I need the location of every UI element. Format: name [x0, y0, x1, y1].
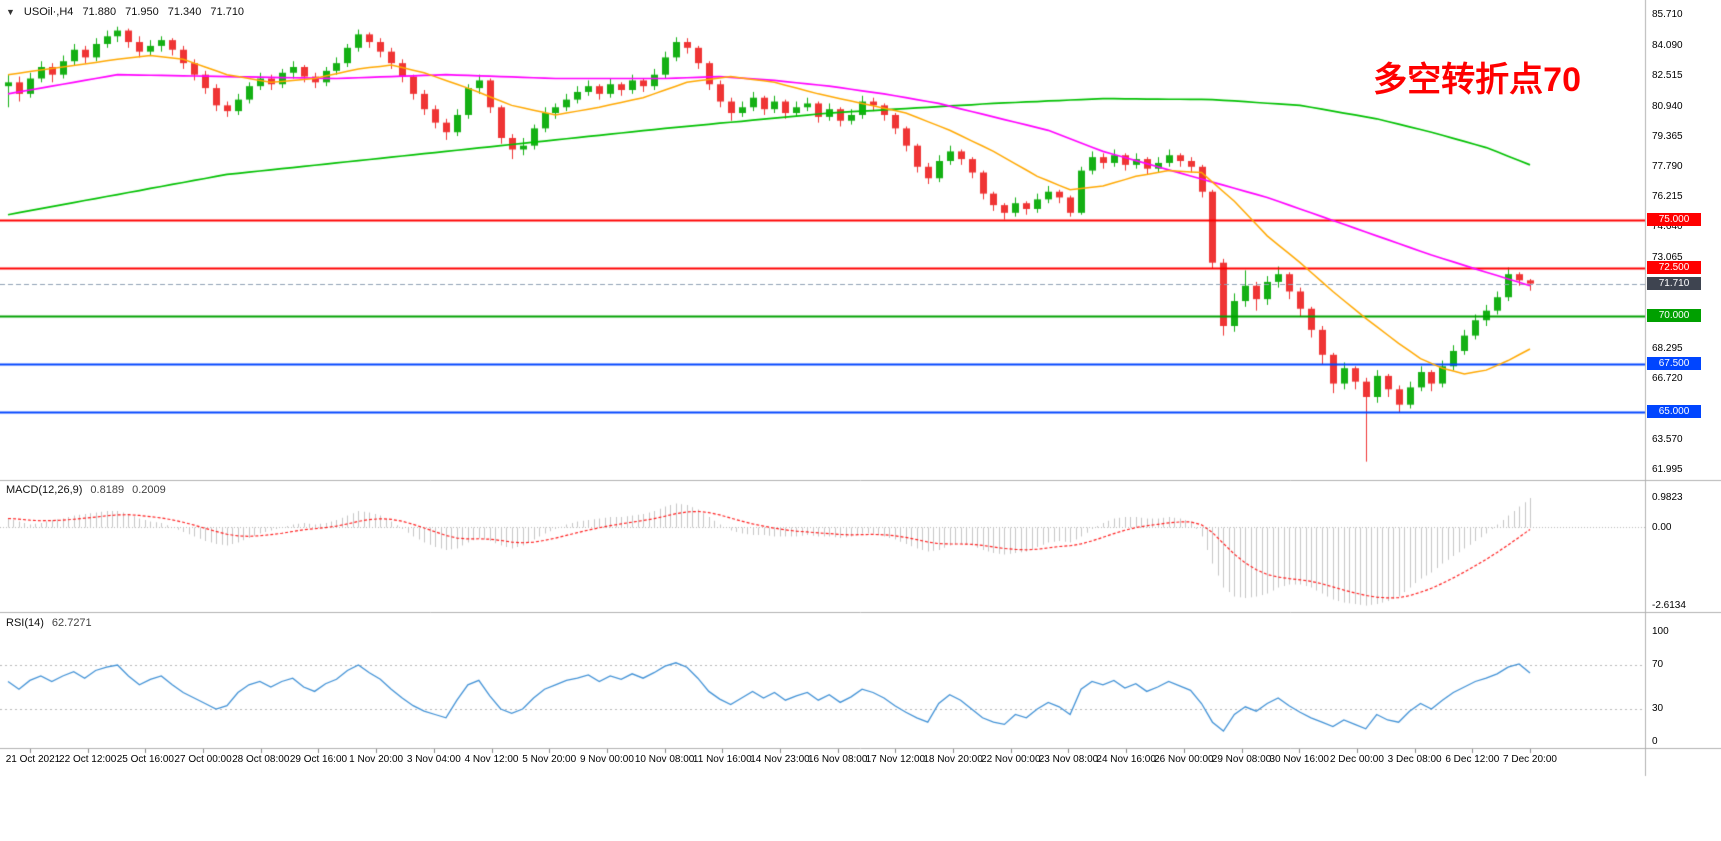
price-scale-label: 79.365 — [1652, 131, 1683, 142]
time-axis-label: 17 Nov 12:00 — [865, 754, 926, 765]
current-price-badge: 71.710 — [1647, 277, 1701, 290]
time-axis-label: 16 Nov 08:00 — [807, 754, 868, 765]
macd-value-signal: 0.2009 — [132, 484, 166, 496]
price-scale-label: 80.940 — [1652, 101, 1683, 112]
price-level-badge: 70.000 — [1647, 309, 1701, 322]
time-axis-label: 29 Nov 08:00 — [1211, 754, 1272, 765]
time-axis-label: 24 Nov 16:00 — [1096, 754, 1156, 765]
price-scale-label: 66.720 — [1652, 373, 1683, 384]
time-axis-label: 3 Dec 08:00 — [1387, 754, 1442, 765]
price-scale-label: 68.295 — [1652, 343, 1683, 354]
time-axis-label: 30 Nov 16:00 — [1269, 754, 1329, 765]
ohlc-close: 71.710 — [210, 6, 245, 18]
symbol-dropdown-icon[interactable]: ▼ — [6, 7, 15, 17]
price-level-badge: 67.500 — [1647, 357, 1701, 370]
rsi-indicator-label: RSI(14) 62.7271 — [6, 617, 92, 629]
price-scale-label: 74.640 — [1652, 221, 1683, 232]
symbol-timeframe-label: USOil·,H4 — [23, 6, 74, 18]
price-level-badge: 75.000 — [1647, 213, 1701, 226]
time-axis-label: 7 Dec 20:00 — [1503, 754, 1557, 765]
time-axis-label: 4 Nov 12:00 — [464, 754, 519, 765]
ohlc-low: 71.340 — [167, 6, 202, 18]
price-scale-label: 73.065 — [1652, 252, 1683, 263]
time-axis-label: 28 Oct 08:00 — [232, 754, 290, 765]
price-scale-label: 84.090 — [1652, 40, 1683, 51]
rsi-scale-label: 70 — [1652, 659, 1664, 670]
time-axis-label: 2 Dec 00:00 — [1329, 754, 1384, 765]
rsi-scale-label: 100 — [1652, 626, 1669, 637]
time-axis-label: 18 Nov 20:00 — [923, 754, 983, 765]
time-axis-label: 29 Oct 16:00 — [289, 754, 348, 765]
time-axis-label: 11 Nov 16:00 — [692, 754, 752, 765]
macd-scale-label: 0.9823 — [1652, 492, 1683, 503]
time-axis[interactable]: 21 Oct 2021 22 Oct 12:00 25 Oct 16:00 27 Oc… — [0, 749, 1645, 775]
chart-header: ▼ USOil·,H4 71.880 71.950 71.340 71.710 — [6, 6, 244, 18]
ohlc-high: 71.950 — [125, 6, 159, 18]
rsi-scale-label: 30 — [1652, 703, 1664, 714]
time-axis-label: 22 Oct 12:00 — [59, 754, 117, 765]
rsi-scale-label: 0 — [1652, 736, 1658, 747]
price-scale-label: 61.995 — [1652, 464, 1683, 475]
time-axis-label: 14 Nov 23:00 — [750, 754, 810, 765]
time-axis-label: 6 Dec 12:00 — [1445, 754, 1500, 765]
time-axis-label: 1 Nov 20:00 — [349, 754, 404, 765]
time-axis-label: 3 Nov 04:00 — [406, 754, 461, 765]
price-scale-label: 85.710 — [1652, 9, 1683, 20]
price-scale-label: 76.215 — [1652, 191, 1683, 202]
price-level-badge: 72.500 — [1647, 261, 1701, 274]
macd-scale-label: -2.6134 — [1652, 600, 1686, 611]
time-axis-label: 9 Nov 00:00 — [579, 754, 634, 765]
macd-scale-label: 0.00 — [1652, 522, 1672, 533]
time-axis-label: 25 Oct 16:00 — [116, 754, 174, 765]
price-scale-label: 77.790 — [1652, 161, 1683, 172]
macd-indicator-label: MACD(12,26,9) 0.8189 0.2009 — [6, 484, 166, 496]
price-scale-label: 82.515 — [1652, 70, 1683, 81]
time-axis-label: 27 Oct 00:00 — [174, 754, 232, 765]
price-level-badge: 65.000 — [1647, 405, 1701, 418]
chart-annotation-text: 多空转折点70 — [1373, 61, 1581, 99]
rsi-label-text: RSI(14) — [6, 617, 44, 629]
macd-label-text: MACD(12,26,9) — [6, 484, 83, 496]
time-axis-label: 22 Nov 00:00 — [981, 754, 1041, 765]
rsi-value: 62.7271 — [51, 617, 92, 629]
price-scale-label: 63.570 — [1652, 434, 1683, 445]
time-axis-label: 21 Oct 2021 — [5, 754, 61, 765]
ohlc-open: 71.880 — [82, 6, 117, 18]
time-axis-label: 26 Nov 00:00 — [1154, 754, 1214, 765]
time-axis-label: 5 Nov 20:00 — [522, 754, 577, 765]
price-scale[interactable]: 85.710 84.090 82.515 80.940 79.365 77.790 76.2… — [1645, 0, 1721, 776]
time-axis-label: 10 Nov 08:00 — [634, 754, 695, 765]
time-axis-label: 23 Nov 08:00 — [1038, 754, 1099, 765]
macd-value-main: 0.8189 — [90, 484, 125, 496]
